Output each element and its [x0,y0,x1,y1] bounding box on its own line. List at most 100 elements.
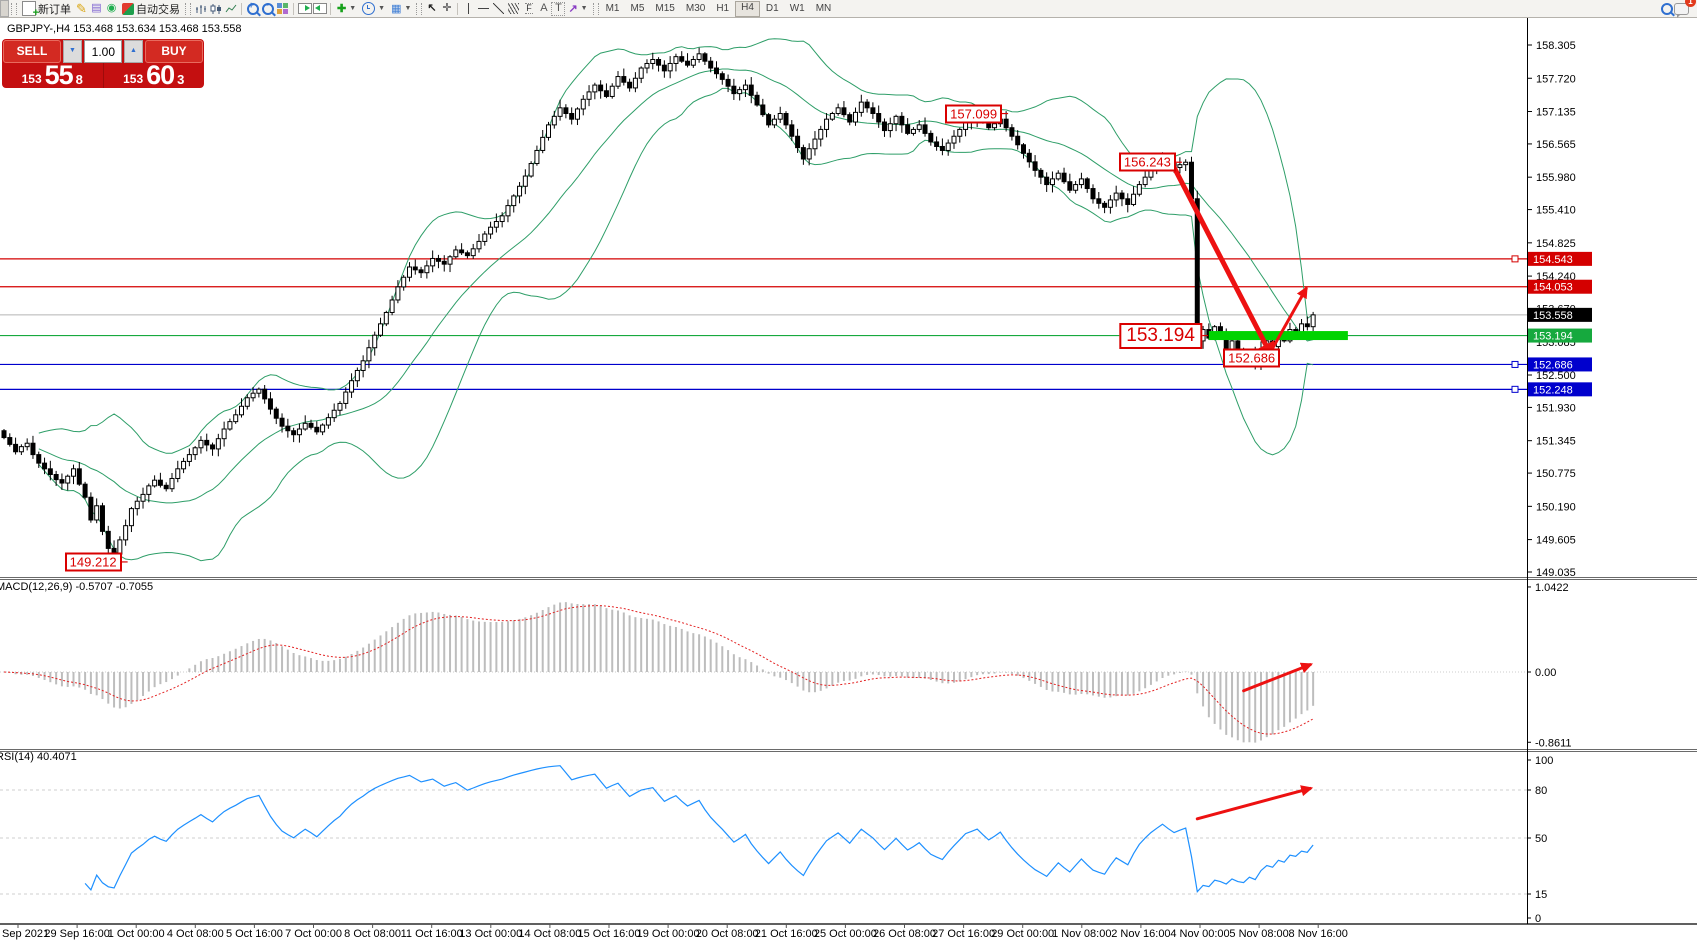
macd-pane: 1.0422 0.00 -0.8611 [0,582,1572,749]
crosshair-icon[interactable]: ✛ [442,2,452,14]
price-annotation-label[interactable]: 156.243 [1118,152,1176,172]
svg-text:154.053: 154.053 [1533,282,1573,294]
time-axis-label: 1 Nov 08:00 [1052,928,1111,940]
time-axis-label: 5 Nov 08:00 [1229,928,1288,940]
autotrade-button[interactable]: 自动交易 [119,1,183,16]
svg-text:1.0422: 1.0422 [1535,582,1569,594]
sell-button[interactable]: SELL [3,40,61,63]
chart-title: GBPJPY-,H4 153.468 153.634 153.468 153.5… [7,23,242,35]
search-icon[interactable] [1659,1,1674,16]
periods-button[interactable]: ▼ [359,1,388,16]
time-axis-label: 21 Oct 16:00 [755,928,818,940]
templates-button[interactable]: ▦ ▼ [391,3,412,15]
zoom-out-icon[interactable]: − [260,0,275,16]
svg-text:151.345: 151.345 [1536,436,1576,448]
text-icon[interactable]: A [540,2,548,14]
trendline-icon[interactable] [491,1,506,16]
trend-arrow[interactable] [1195,785,1314,821]
buy-button[interactable]: BUY [145,40,203,63]
svg-text:149.035: 149.035 [1536,567,1576,579]
sell-price-sup: 8 [75,72,83,87]
timeframe-M30[interactable]: M30 [685,2,706,14]
timeframe-H1[interactable]: H1 [716,2,730,14]
time-axis-label: 14 Oct 08:00 [518,928,581,940]
timeframe-MN[interactable]: MN [815,2,832,14]
timeframe-M1[interactable]: M1 [605,2,620,14]
svg-text:149.605: 149.605 [1536,535,1576,547]
price-annotation-label[interactable]: 152.686 [1223,348,1281,368]
indicators-button[interactable]: ✚ ▼ [337,3,357,15]
vertical-line-icon[interactable] [461,1,476,16]
sell-price-prefix: 153 [21,72,42,86]
signal-icon[interactable]: ◉ [106,2,117,14]
cursor-icon[interactable]: ↖ [427,2,437,14]
volume-up-button[interactable]: ▲ [124,40,143,63]
cropped-icon[interactable] [0,0,9,17]
time-axis-label: 4 Nov 00:00 [1170,928,1229,940]
fibonacci-icon[interactable]: F [525,3,533,14]
svg-text:155.980: 155.980 [1536,172,1576,184]
zoom-in-icon[interactable]: + [245,0,260,16]
horizontal-line-icon[interactable] [476,1,491,16]
timeframe-M15[interactable]: M15 [655,2,675,14]
candlestick-icon[interactable] [208,1,223,16]
volume-input[interactable] [84,40,122,63]
highlighter-icon[interactable]: ✎ [76,1,87,16]
timeframe-M5[interactable]: M5 [630,2,645,14]
profile-icon[interactable]: ▤ [91,2,102,14]
svg-text:153.194: 153.194 [1533,331,1573,343]
trend-arrow[interactable] [1171,165,1276,363]
autotrade-icon [122,2,134,15]
new-order-button[interactable]: + 新订单 [19,1,74,19]
timeframe-D1[interactable]: D1 [765,2,779,14]
time-axis-label: 26 Oct 08:00 [873,928,936,940]
svg-text:152.686: 152.686 [1533,359,1573,371]
svg-text:100: 100 [1535,755,1553,767]
candles-layer [1,47,1316,562]
chart-frame [0,17,1697,925]
horizontal-level-lines[interactable] [0,255,1527,393]
chart-shift-icon[interactable] [312,1,327,16]
one-click-trade-panel: SELL ▼ ▲ BUY 153 55 8 153 60 3 [2,39,205,89]
buy-price[interactable]: 153 60 3 [102,62,205,89]
price-annotation-label[interactable]: 153.194 [1119,322,1202,349]
new-order-label: 新订单 [38,3,71,16]
text-label-icon[interactable]: T [551,1,566,16]
time-axis-label: 29 Sep 16:00 [44,928,109,940]
svg-text:15: 15 [1535,889,1547,901]
channel-icon[interactable] [506,1,521,16]
line-chart-icon[interactable] [223,1,238,16]
timeframe-H4[interactable]: H4 [735,0,760,17]
time-axis-label: 29 Oct 00:00 [991,928,1054,940]
macd-signal-line [3,605,1314,735]
svg-text:157.720: 157.720 [1536,73,1576,85]
drawn-objects[interactable] [117,112,1348,821]
rsi-line [84,765,1314,894]
svg-text:154.825: 154.825 [1536,238,1576,250]
sell-price[interactable]: 153 55 8 [2,62,103,89]
timeframe-W1[interactable]: W1 [789,2,805,14]
price-annotation-label[interactable]: 149.212 [64,552,122,572]
arrow-shapes-button[interactable]: ↗ ▼ [568,3,588,15]
trend-arrow[interactable] [1242,662,1314,693]
volume-down-button[interactable]: ▼ [63,40,82,63]
price-axis[interactable]: 158.305 157.720 157.135 156.565 155.980 155.4… [1527,40,1592,579]
timeframe-bar: M1 M5 M15 M30 H1 H4 D1 W1 MN [601,0,837,17]
svg-text:155.410: 155.410 [1536,205,1576,217]
price-annotation-label[interactable]: 157.099 [945,104,1003,124]
svg-text:80: 80 [1535,785,1547,797]
tile-windows-icon[interactable] [275,1,290,16]
time-axis-label: 5 Oct 16:00 [226,928,283,940]
new-order-icon: + [22,1,39,19]
svg-text:0.00: 0.00 [1535,667,1556,679]
bar-chart-icon[interactable] [193,1,208,16]
time-axis-label: 19 Oct 00:00 [637,928,700,940]
time-axis-label: 25 Oct 00:00 [814,928,877,940]
time-axis-label: 15 Oct 16:00 [578,928,641,940]
time-axis-label: 27 Oct 16:00 [932,928,995,940]
auto-scroll-icon[interactable] [297,1,312,16]
chat-icon[interactable]: 1 [1674,0,1696,18]
